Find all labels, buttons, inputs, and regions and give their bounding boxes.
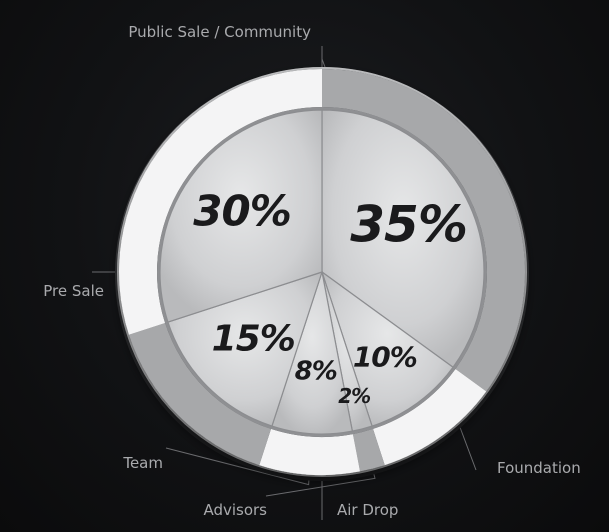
value-label-team: 8% xyxy=(295,357,337,387)
pie-slice-foundation xyxy=(321,109,485,369)
ring-segment-air-drop xyxy=(372,368,487,466)
callout-label-advisors: Advisors xyxy=(203,501,267,519)
value-label-air-drop: 10% xyxy=(353,341,417,374)
ring-group xyxy=(118,69,525,475)
ring-segment-team xyxy=(259,428,361,475)
callout-label-team: Team xyxy=(122,454,163,472)
ring-segment-advisors xyxy=(352,428,385,472)
callout-label-air-drop: Air Drop xyxy=(337,501,398,519)
value-label-public-sale-community: 30% xyxy=(193,186,291,235)
ring-segment-public-sale-community xyxy=(118,69,322,335)
callout-label-foundation: Foundation xyxy=(497,459,581,477)
value-label-advisors: 2% xyxy=(338,384,370,408)
ring-segment-foundation xyxy=(322,69,525,392)
pie-slice-air-drop xyxy=(320,270,454,427)
value-label-pre-sale: 15% xyxy=(212,319,295,360)
pie-slice-public-sale-community xyxy=(159,109,323,323)
value-label-foundation: 35% xyxy=(350,195,467,253)
outer-rim-highlight xyxy=(117,67,527,477)
pie-slice-pre-sale xyxy=(167,271,323,427)
callout-label-pre-sale: Pre Sale xyxy=(43,282,104,300)
callout-label-public-sale-community: Public Sale / Community xyxy=(128,23,311,41)
ring-segment-pre-sale xyxy=(128,322,272,466)
